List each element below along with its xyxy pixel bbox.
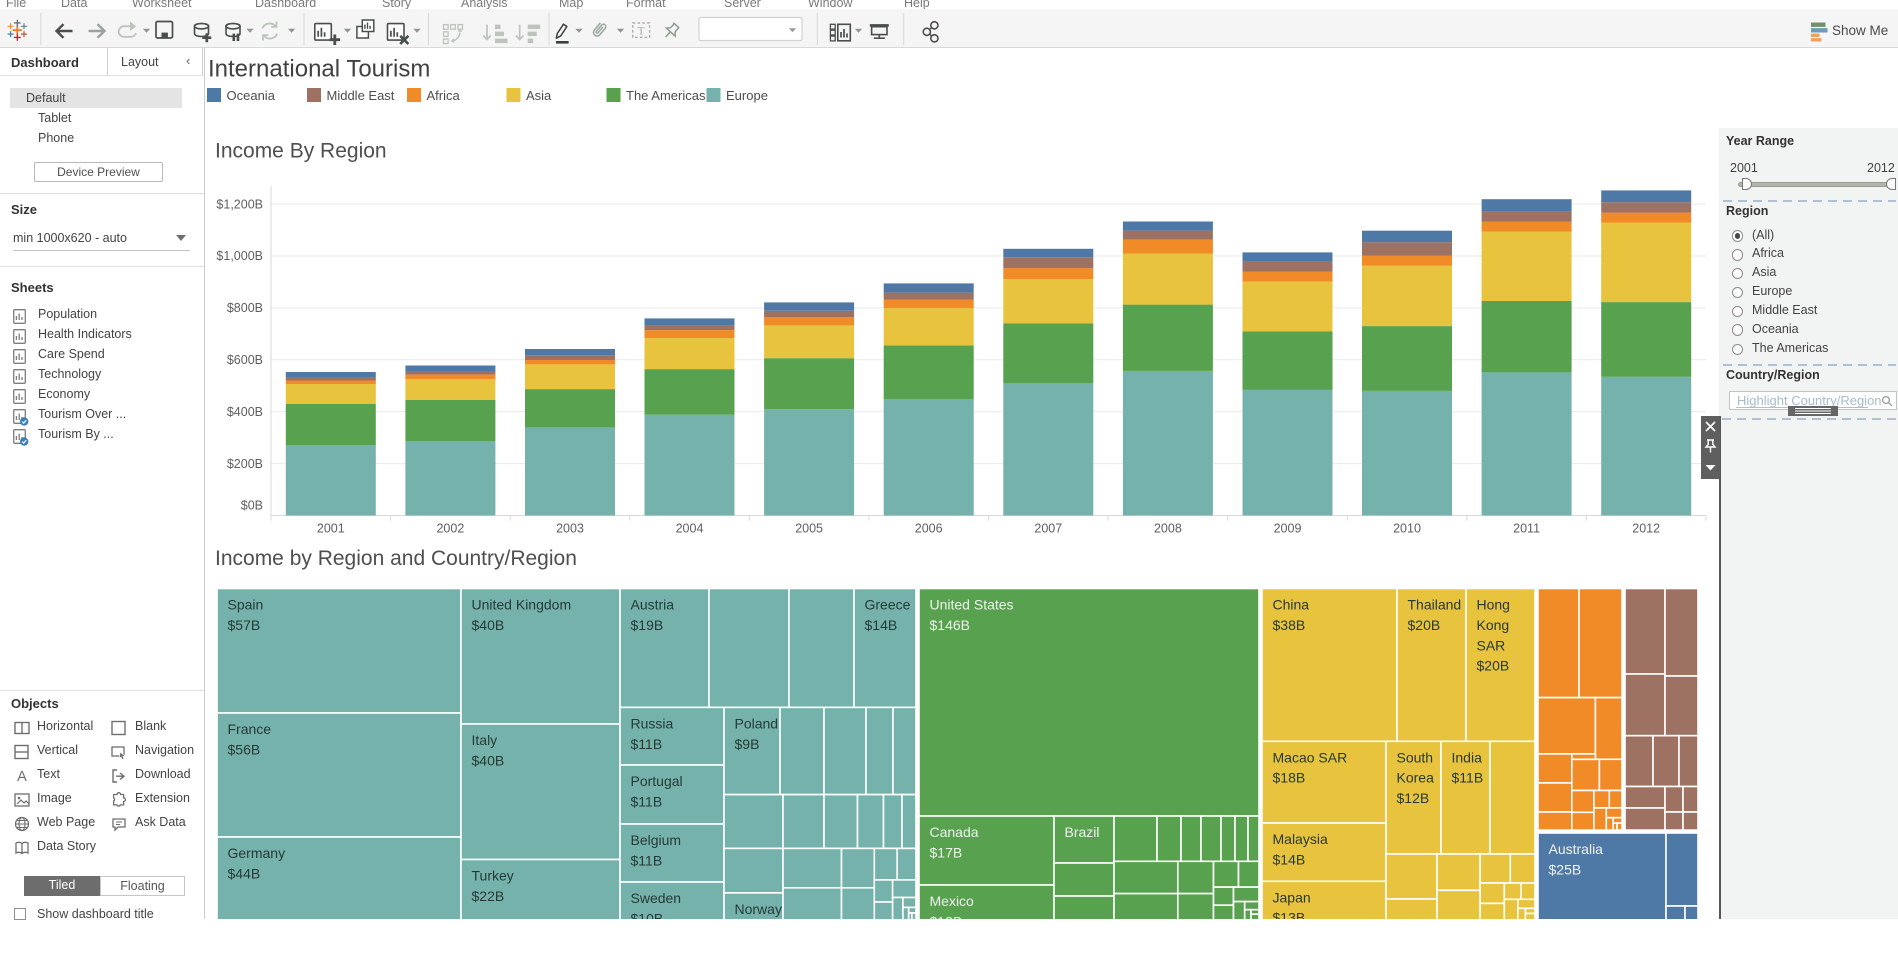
svg-text:2003: 2003 bbox=[556, 522, 584, 536]
svg-text:2011: 2011 bbox=[1513, 522, 1540, 536]
svg-text:$13B: $13B bbox=[1273, 910, 1306, 919]
svg-text:International Tourism: International Tourism bbox=[208, 56, 430, 83]
svg-text:$1,200B: $1,200B bbox=[216, 197, 263, 211]
svg-text:2006: 2006 bbox=[915, 522, 943, 536]
svg-text:Malaysia: Malaysia bbox=[1273, 831, 1328, 847]
svg-text:South: South bbox=[1397, 749, 1434, 765]
svg-text:$38B: $38B bbox=[1273, 617, 1306, 633]
svg-text:Sweden: Sweden bbox=[631, 890, 682, 906]
svg-text:2012: 2012 bbox=[1632, 522, 1660, 536]
svg-text:$44B: $44B bbox=[228, 865, 261, 881]
svg-text:Greece: Greece bbox=[865, 597, 911, 613]
svg-text:United Kingdom: United Kingdom bbox=[472, 597, 572, 613]
svg-text:Show Me: Show Me bbox=[1832, 23, 1888, 38]
svg-text:Australia: Australia bbox=[1549, 841, 1604, 857]
svg-text:A: A bbox=[17, 769, 27, 784]
svg-text:$56B: $56B bbox=[228, 741, 261, 757]
svg-text:Portugal: Portugal bbox=[631, 773, 683, 789]
svg-text:$1,000B: $1,000B bbox=[216, 249, 263, 263]
svg-text:Africa: Africa bbox=[427, 88, 461, 103]
svg-text:SAR: SAR bbox=[1477, 637, 1506, 653]
svg-text:$57B: $57B bbox=[228, 617, 261, 633]
svg-text:$11B: $11B bbox=[631, 852, 663, 868]
svg-text:$11B: $11B bbox=[631, 793, 663, 809]
svg-text:Norway: Norway bbox=[735, 901, 782, 917]
svg-text:2008: 2008 bbox=[1154, 522, 1182, 536]
svg-text:Spain: Spain bbox=[228, 597, 264, 613]
svg-text:Japan: Japan bbox=[1273, 889, 1311, 905]
svg-text:$400B: $400B bbox=[227, 405, 263, 419]
svg-text:2009: 2009 bbox=[1274, 522, 1302, 536]
svg-text:United States: United States bbox=[930, 597, 1014, 613]
svg-text:Thailand: Thailand bbox=[1408, 597, 1462, 613]
svg-text:Russia: Russia bbox=[631, 715, 674, 731]
svg-text:$146B: $146B bbox=[930, 617, 970, 633]
svg-text:Canada: Canada bbox=[930, 824, 979, 840]
svg-text:Kong: Kong bbox=[1477, 617, 1510, 633]
svg-text:Income by Region and Country/R: Income by Region and Country/Region bbox=[215, 547, 577, 570]
svg-text:2007: 2007 bbox=[1034, 522, 1062, 536]
svg-text:2004: 2004 bbox=[676, 522, 704, 536]
svg-text:The Americas: The Americas bbox=[626, 88, 706, 103]
svg-text:$19B: $19B bbox=[631, 617, 664, 633]
svg-text:Macao SAR: Macao SAR bbox=[1273, 749, 1348, 765]
svg-text:Income By Region: Income By Region bbox=[215, 140, 387, 163]
svg-text:$9B: $9B bbox=[735, 736, 760, 752]
svg-text:$0B: $0B bbox=[241, 499, 263, 513]
svg-text:$20B: $20B bbox=[1408, 617, 1441, 633]
svg-text:$25B: $25B bbox=[1549, 861, 1582, 877]
svg-text:$200B: $200B bbox=[227, 457, 263, 471]
svg-text:$40B: $40B bbox=[472, 617, 505, 633]
svg-text:$17B: $17B bbox=[930, 844, 963, 860]
svg-text:Oceania: Oceania bbox=[227, 88, 276, 103]
svg-text:Germany: Germany bbox=[228, 845, 286, 861]
svg-text:Italy: Italy bbox=[472, 732, 498, 748]
svg-text:Hong: Hong bbox=[1477, 597, 1510, 613]
svg-text:$14B: $14B bbox=[865, 617, 898, 633]
svg-text:Belgium: Belgium bbox=[631, 832, 682, 848]
svg-text:$10B: $10B bbox=[631, 910, 664, 919]
svg-text:$11B: $11B bbox=[631, 736, 663, 752]
svg-text:$11B: $11B bbox=[1452, 770, 1484, 786]
svg-text:2002: 2002 bbox=[436, 522, 464, 536]
svg-text:$12B: $12B bbox=[1397, 790, 1430, 806]
svg-text:$22B: $22B bbox=[472, 888, 505, 904]
svg-text:2001: 2001 bbox=[317, 522, 345, 536]
svg-text:$14B: $14B bbox=[1273, 851, 1306, 867]
svg-text:2010: 2010 bbox=[1393, 522, 1421, 536]
svg-text:T: T bbox=[638, 24, 646, 38]
svg-text:$40B: $40B bbox=[472, 752, 505, 768]
svg-text:$600B: $600B bbox=[227, 353, 263, 367]
svg-text:Turkey: Turkey bbox=[472, 868, 514, 884]
svg-text:$18B: $18B bbox=[1273, 770, 1306, 786]
svg-text:$800B: $800B bbox=[227, 301, 263, 315]
svg-text:$20B: $20B bbox=[1477, 658, 1510, 674]
svg-text:India: India bbox=[1452, 749, 1483, 765]
svg-text:Europe: Europe bbox=[726, 88, 768, 103]
svg-text:2005: 2005 bbox=[795, 522, 823, 536]
svg-text:France: France bbox=[228, 721, 272, 737]
svg-text:Brazil: Brazil bbox=[1065, 824, 1100, 840]
svg-text:Poland: Poland bbox=[735, 715, 779, 731]
svg-text:$12B: $12B bbox=[930, 913, 963, 919]
svg-text:Korea: Korea bbox=[1397, 770, 1435, 786]
svg-text:Austria: Austria bbox=[631, 597, 675, 613]
svg-text:Mexico: Mexico bbox=[930, 893, 975, 909]
svg-text:Middle East: Middle East bbox=[327, 88, 395, 103]
svg-text:Asia: Asia bbox=[526, 88, 552, 103]
svg-text:China: China bbox=[1273, 597, 1310, 613]
